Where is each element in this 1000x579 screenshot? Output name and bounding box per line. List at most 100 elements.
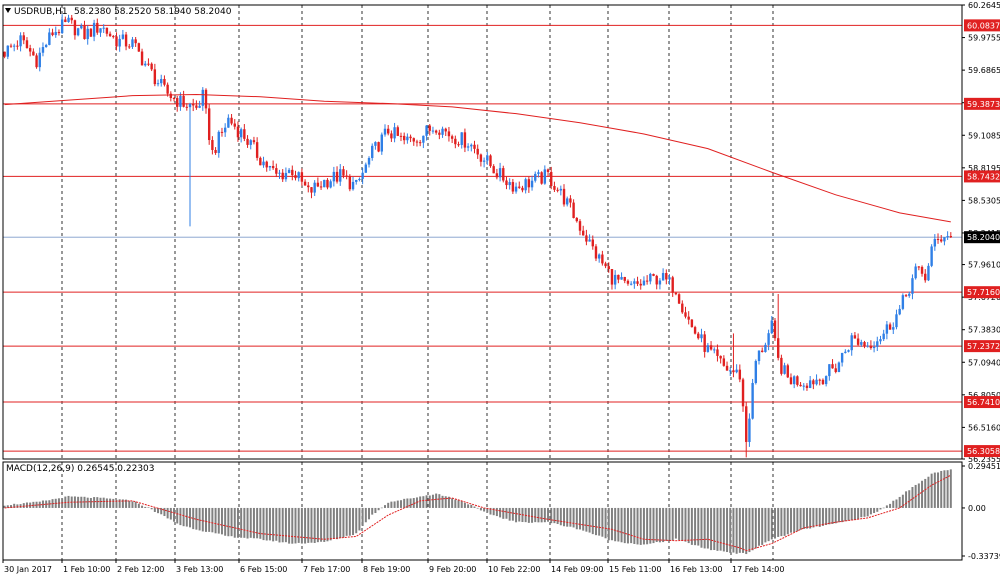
candle-body — [32, 51, 35, 56]
macd-bar — [812, 507, 815, 528]
macd-bar — [706, 507, 709, 549]
macd-bar — [735, 507, 738, 554]
macd-bar — [166, 507, 169, 519]
candle-body — [201, 89, 204, 106]
candle-body — [681, 303, 684, 313]
candle-body — [44, 44, 48, 48]
macd-bar — [716, 507, 719, 551]
candle-body — [57, 31, 61, 34]
macd-bar — [179, 507, 182, 526]
macd-bar — [543, 507, 546, 523]
macd-bar — [163, 507, 166, 517]
level-price-label: 56.3058 — [967, 447, 1000, 456]
y-tick-label: 58.8195 — [968, 164, 1000, 173]
candle-body — [89, 28, 93, 37]
candlestick-series — [3, 14, 953, 458]
macd-bar — [358, 507, 361, 531]
candle-body — [729, 370, 732, 372]
candle-body — [313, 182, 316, 193]
candle-body — [303, 181, 307, 186]
macd-bar — [949, 469, 952, 508]
x-tick-label: 14 Feb 09:00 — [551, 565, 603, 574]
macd-bar — [511, 507, 514, 521]
candle-body — [361, 172, 364, 179]
candle-body — [271, 166, 275, 169]
candle-body — [316, 182, 320, 187]
candle-body — [377, 142, 380, 152]
macd-bar — [454, 499, 457, 508]
candle-body — [441, 128, 444, 135]
candle-body — [824, 376, 828, 385]
macd-bar — [326, 507, 329, 542]
macd-bar — [240, 507, 243, 538]
candle-body — [371, 145, 374, 158]
candle-body — [335, 171, 339, 182]
macd-bar — [310, 507, 313, 543]
macd-bar — [9, 505, 12, 508]
macd-bar — [157, 507, 160, 514]
macd-bar — [249, 507, 252, 538]
candle-body — [390, 133, 393, 139]
macd-bar — [703, 507, 706, 549]
macd-bar — [901, 494, 904, 508]
candle-body — [700, 334, 703, 339]
macd-bar — [681, 507, 684, 542]
macd-bar — [828, 507, 831, 525]
candle-body — [51, 32, 54, 36]
macd-bar — [384, 505, 387, 508]
macd-bar — [89, 498, 92, 508]
macd-bar — [655, 507, 658, 543]
macd-bar — [236, 507, 239, 538]
candle-body — [454, 138, 457, 145]
candle-body — [815, 379, 818, 385]
macd-bar — [185, 507, 188, 527]
candle-body — [888, 324, 892, 330]
candle-body — [847, 350, 850, 352]
x-tick-label: 8 Feb 19:00 — [363, 565, 410, 574]
candle-body — [540, 172, 543, 184]
macd-bar — [802, 507, 805, 530]
candle-body — [393, 127, 396, 139]
panel-frames — [2, 4, 963, 561]
candle-body — [396, 127, 399, 136]
candle-body — [569, 198, 572, 203]
macd-bar — [748, 507, 751, 553]
macd-bar — [898, 496, 901, 508]
candle-body — [709, 345, 713, 350]
macd-bar — [288, 507, 291, 544]
candle-body — [745, 406, 748, 442]
candle-body — [246, 138, 249, 145]
candle-body — [566, 198, 569, 205]
macd-bar — [211, 507, 214, 533]
candle-body — [249, 140, 252, 145]
macd-bar — [233, 507, 236, 538]
candle-body — [348, 176, 352, 190]
candle-body — [492, 166, 495, 174]
candle-body — [853, 335, 857, 339]
candle-body — [399, 135, 403, 137]
macd-bar — [837, 507, 840, 523]
candle-body — [863, 342, 866, 347]
candle-body — [722, 358, 726, 366]
candle-body — [9, 45, 13, 47]
candle-body — [610, 269, 614, 285]
candle-body — [144, 63, 147, 66]
candle-body — [502, 168, 505, 181]
macd-bar — [588, 507, 591, 533]
macd-bar — [537, 507, 540, 523]
macd-bar — [227, 507, 230, 537]
candle-body — [374, 142, 377, 146]
macd-bar — [425, 495, 428, 508]
macd-bar — [352, 507, 355, 536]
x-tick-label: 30 Jan 2017 — [4, 565, 52, 574]
macd-bar — [192, 507, 195, 530]
macd-bar — [889, 503, 892, 508]
candle-body — [575, 217, 579, 222]
macd-bar — [857, 507, 860, 520]
candle-body — [422, 135, 425, 143]
macd-bar — [508, 507, 511, 521]
macd-bar — [726, 507, 729, 553]
candle-body — [137, 43, 141, 52]
candle-body — [112, 36, 115, 38]
candle-body — [307, 185, 310, 188]
